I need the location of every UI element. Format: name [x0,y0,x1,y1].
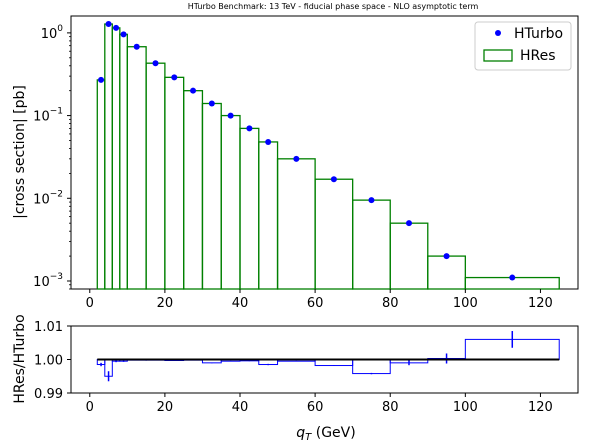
chart-title: HTurbo Benchmark: 13 TeV - fiducial phas… [188,2,479,11]
hturbo-point-6 [171,74,178,81]
hturbo-point-9 [227,112,234,119]
hturbo-point-15 [406,220,412,227]
hturbo-point-1 [105,21,112,28]
ratio-ytick-label-1: 1.00 [34,354,63,369]
main-xtick-label-0: 0 [86,296,94,311]
main-x-ticks: 0 20 40 60 80 100 120 [86,289,553,311]
hturbo-point-7 [190,87,197,94]
main-xtick-label-4: 80 [382,296,399,311]
ratio-xtick-label-6: 120 [528,400,553,415]
legend-hres-label: HRes [520,48,556,64]
ratio-histogram [96,331,560,382]
hturbo-point-17 [509,274,516,281]
hturbo-point-8 [208,100,215,107]
main-ytick-base-1: 10 [33,110,50,125]
ratio-xtick-label-4: 80 [382,400,399,415]
ratio-xtick-label-2: 40 [232,400,249,415]
main-ytick-exp-0: 0 [57,24,63,34]
ratio-xtick-label-0: 0 [86,400,94,415]
hturbo-point-13 [330,176,337,183]
main-ytick-base-0: 10 [41,27,58,42]
x-axis-label-unit: (GeV) [311,425,355,441]
main-xtick-label-2: 40 [232,296,249,311]
hturbo-point-11 [265,138,272,145]
main-ytick-base-2: 10 [33,192,50,207]
ratio-xtick-label-3: 60 [307,400,324,415]
ratio-panel: 0 20 40 60 80 100 120 0.99 1.00 1.01 HRes/HTurbo… [12,314,579,443]
ratio-x-ticks: 0 20 40 60 80 100 120 [86,393,553,415]
main-ytick-label-1: 10−1 [33,107,63,125]
hturbo-point-16 [443,253,450,260]
main-xtick-label-1: 20 [157,296,174,311]
x-axis-label-q: q [296,425,305,441]
hturbo-points [98,21,516,281]
x-axis-label: qT (GeV) [296,425,355,443]
ratio-ytick-label-0: 0.99 [34,387,63,402]
hturbo-point-14 [368,197,375,204]
main-ytick-exp-1: −1 [50,107,63,117]
main-ytick-label-3: 10−3 [33,272,63,290]
legend: HTurbo HRes [474,21,572,71]
hturbo-point-5 [152,60,159,67]
hturbo-point-10 [246,125,253,132]
hturbo-point-2 [113,24,120,31]
ratio-xtick-label-1: 20 [157,400,174,415]
main-ytick-label-0: 100 [41,24,64,42]
legend-hturbo-label: HTurbo [514,26,563,42]
main-xtick-label-6: 120 [528,296,553,311]
main-y-axis-label: |cross section| [pb] [12,85,28,219]
ratio-xtick-label-5: 100 [453,400,478,415]
legend-hturbo-marker [495,30,501,36]
ratio-y-axis-label: HRes/HTurbo [12,314,28,403]
main-xtick-label-5: 100 [453,296,478,311]
main-ytick-base-3: 10 [33,275,50,290]
legend-hres-swatch [483,49,513,62]
main-ytick-label-2: 10−2 [33,189,63,207]
hturbo-point-4 [133,43,140,50]
x-axis-label-sub: T [305,432,312,443]
main-ytick-exp-3: −3 [50,272,63,282]
hturbo-point-12 [293,155,300,162]
hturbo-point-0 [98,76,105,83]
ratio-y-ticks: 0.99 1.00 1.01 [34,320,71,402]
hturbo-point-3 [120,31,127,38]
main-xtick-label-3: 60 [307,296,324,311]
ratio-ytick-label-2: 1.01 [34,320,63,335]
main-ytick-exp-2: −2 [50,189,63,199]
